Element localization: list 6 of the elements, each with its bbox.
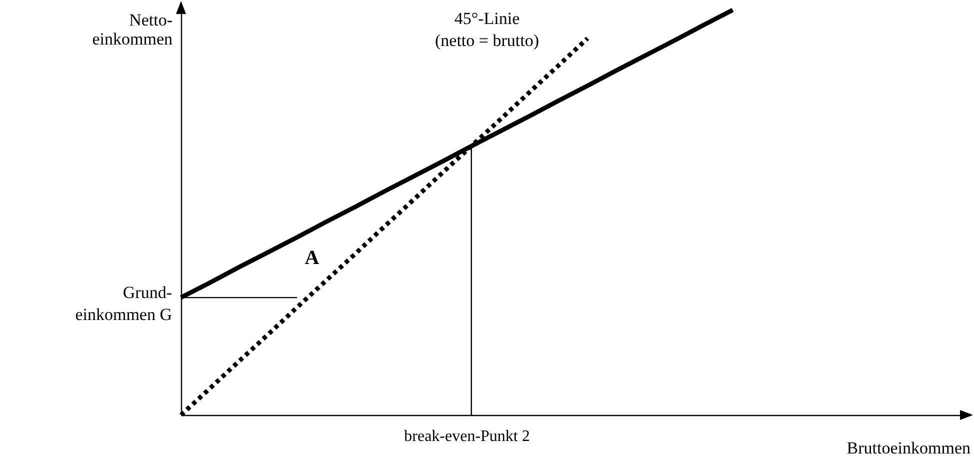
- text: Grund- einkommen G: [75, 283, 172, 324]
- x-axis-title: Bruttoeinkommen: [846, 438, 971, 458]
- text: break-even-Punkt 2: [404, 428, 530, 445]
- y-axis-title: Netto- einkommen: [92, 10, 173, 48]
- annotation: 45°-Linie (netto = brutto): [434, 9, 540, 50]
- annotation: A: [304, 247, 320, 269]
